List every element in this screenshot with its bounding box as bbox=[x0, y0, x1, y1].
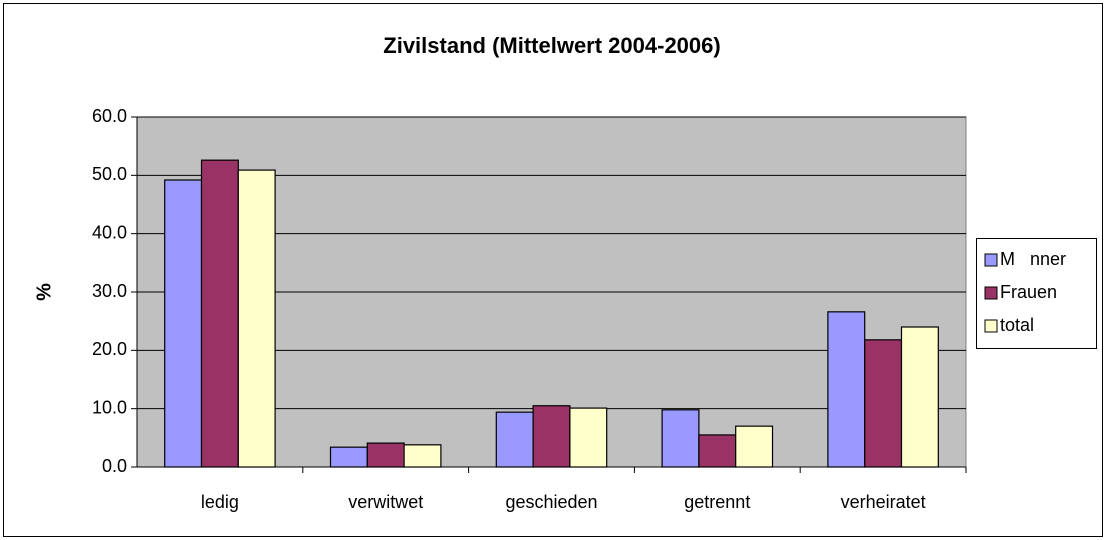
bar bbox=[698, 434, 737, 468]
bar bbox=[900, 326, 939, 468]
bar bbox=[532, 405, 571, 468]
bar bbox=[329, 446, 368, 468]
y-tick-label: 40.0 bbox=[92, 222, 127, 242]
bar bbox=[237, 169, 276, 468]
bar bbox=[200, 159, 239, 468]
bar bbox=[164, 179, 203, 468]
y-tick-label: 50.0 bbox=[92, 164, 127, 184]
legend-swatch bbox=[984, 253, 998, 267]
y-tick-label: 30.0 bbox=[92, 281, 127, 301]
bar bbox=[827, 311, 866, 468]
y-axis-label: % bbox=[33, 283, 55, 301]
chart-title: Zivilstand (Mittelwert 2004-2006) bbox=[383, 33, 720, 58]
bar bbox=[569, 407, 608, 468]
y-tick-label: 0.0 bbox=[102, 456, 127, 476]
bar bbox=[495, 411, 534, 468]
y-tick-label: 60.0 bbox=[92, 106, 127, 126]
x-tick-label: geschieden bbox=[505, 492, 597, 512]
legend-label: Frauen bbox=[1000, 282, 1057, 302]
legend-label: total bbox=[1000, 315, 1034, 335]
y-tick-label: 20.0 bbox=[92, 339, 127, 359]
legend-label: M nner bbox=[1000, 249, 1066, 269]
x-tick-label: verheiratet bbox=[841, 492, 926, 512]
x-tick-label: verwitwet bbox=[348, 492, 423, 512]
x-tick-label: getrennt bbox=[684, 492, 750, 512]
bar bbox=[403, 444, 442, 468]
y-tick-label: 10.0 bbox=[92, 397, 127, 417]
legend-swatch bbox=[984, 286, 998, 300]
bar bbox=[661, 409, 700, 468]
bar bbox=[864, 339, 903, 468]
bar bbox=[735, 425, 774, 468]
x-tick-label: ledig bbox=[201, 492, 239, 512]
legend-swatch bbox=[984, 319, 998, 333]
bar bbox=[366, 442, 405, 468]
